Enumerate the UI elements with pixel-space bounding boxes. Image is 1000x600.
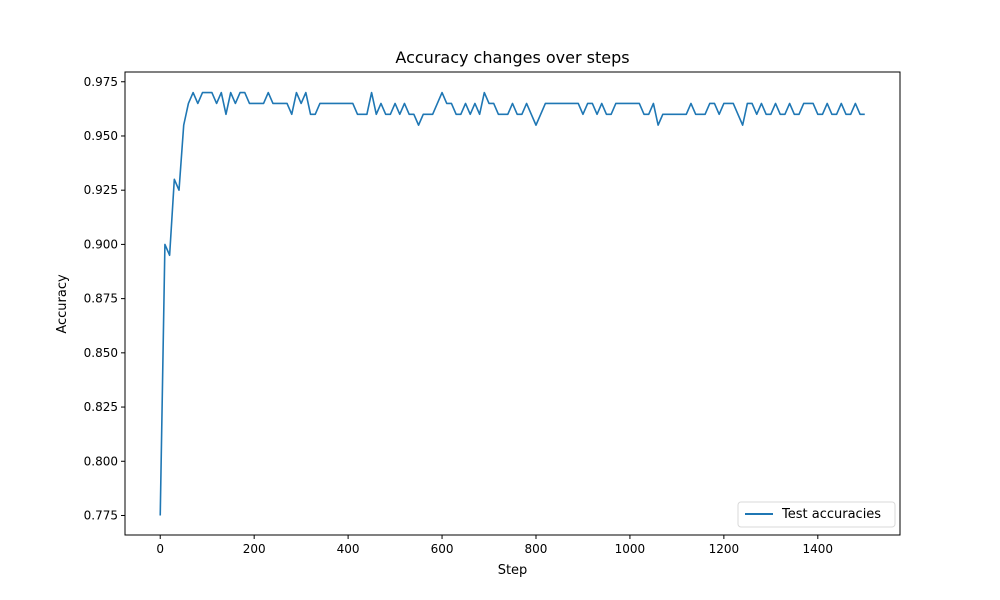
plot-area — [124, 71, 901, 536]
x-axis-label: Step — [498, 563, 528, 578]
y-tick-label: 0.925 — [84, 183, 118, 197]
series-line-0 — [159, 91, 865, 516]
x-tick-label: 400 — [337, 542, 360, 556]
plot-frame — [124, 71, 901, 536]
x-tick-label: 800 — [525, 542, 548, 556]
x-tick-label: 1400 — [803, 542, 834, 556]
y-tick-label: 0.975 — [84, 75, 118, 89]
legend-box — [737, 501, 896, 528]
y-tick-label: 0.800 — [84, 454, 118, 468]
chart-title: Accuracy changes over steps — [395, 48, 629, 67]
x-axis: 0 200 400 600 800 1000 1200 1400 — [156, 535, 833, 556]
y-tick-label: 0.875 — [84, 292, 118, 306]
x-tick-label: 0 — [156, 542, 164, 556]
legend: Test accuracies — [737, 501, 896, 528]
x-tick-label: 200 — [243, 542, 266, 556]
x-tick-label: 1200 — [709, 542, 740, 556]
y-tick-label: 0.950 — [84, 129, 118, 143]
y-tick-label: 0.850 — [84, 346, 118, 360]
y-axis-label: Accuracy — [55, 274, 70, 334]
x-tick-label: 600 — [431, 542, 454, 556]
x-tick-label: 1000 — [615, 542, 646, 556]
y-tick-label: 0.775 — [84, 508, 118, 522]
legend-label: Test accuracies — [781, 507, 881, 522]
y-axis: 0.775 0.800 0.825 0.850 0.875 0.900 0.925 0.950… — [84, 75, 125, 522]
y-tick-label: 0.900 — [84, 237, 118, 251]
y-tick-label: 0.825 — [84, 400, 118, 414]
